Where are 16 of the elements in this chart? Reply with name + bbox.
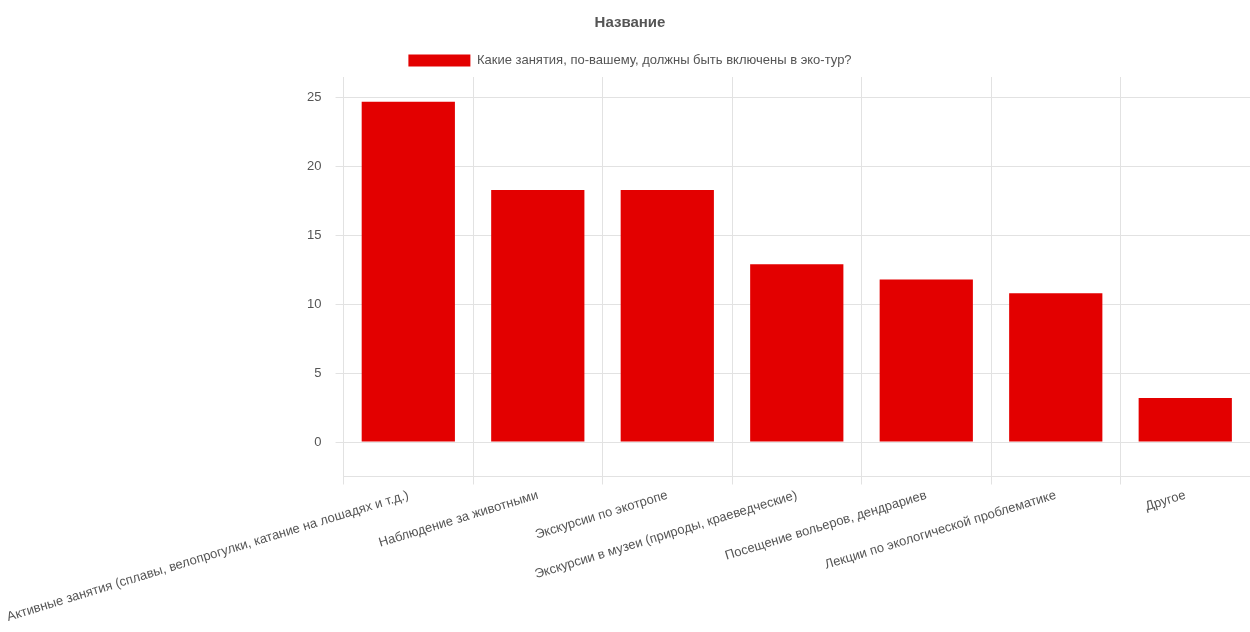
legend-label: Какие занятия, по-вашему, должны быть включены в эко-тур?: [476, 52, 852, 68]
bar: [491, 189, 585, 442]
bar: [750, 264, 844, 442]
y-tick-label: 25: [307, 89, 322, 105]
x-tick-label: Другое: [1143, 486, 1188, 514]
y-tick-label: 15: [307, 227, 322, 242]
y-tick-label: 5: [314, 364, 322, 380]
bar: [361, 101, 455, 442]
bar: [1009, 293, 1103, 442]
y-tick-label: 10: [307, 295, 322, 311]
bar: [620, 189, 714, 442]
chart-title: Название: [594, 13, 666, 31]
bar: [879, 279, 973, 442]
bar: [1138, 397, 1232, 442]
y-tick-label: 20: [307, 158, 322, 174]
y-tick-label: 0: [314, 433, 322, 449]
